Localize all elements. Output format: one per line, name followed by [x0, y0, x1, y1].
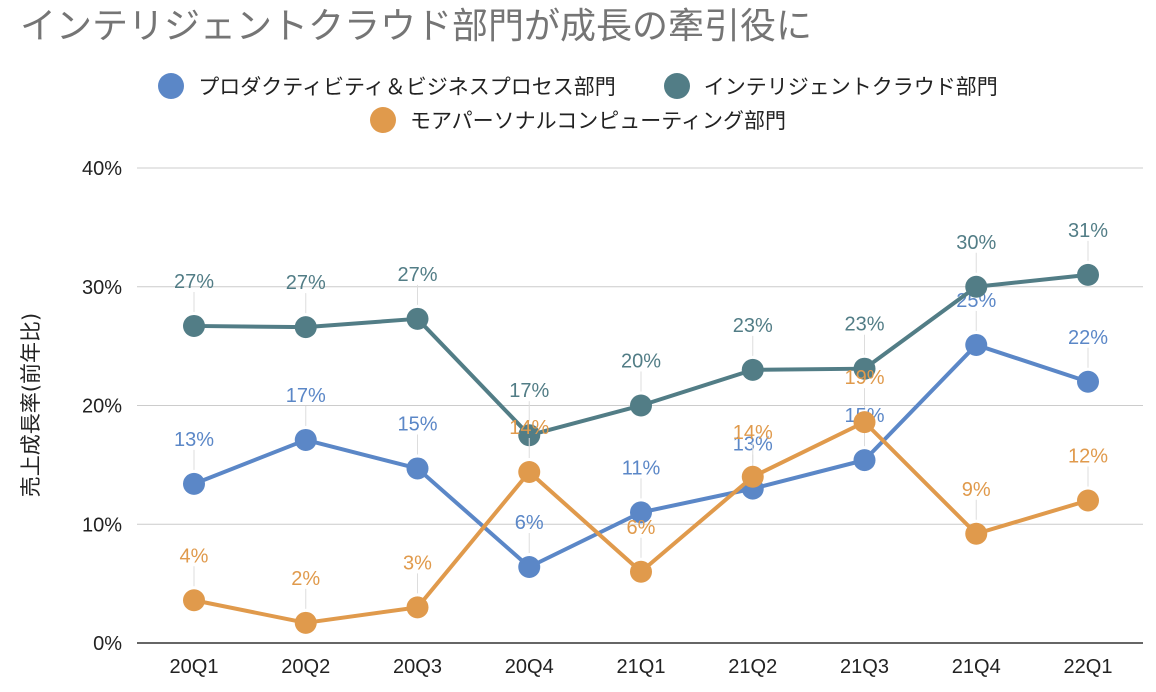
data-point-intelligent-cloud[interactable] — [183, 314, 205, 337]
legend-row-1: プロダクティビティ＆ビジネスプロセス部門 インテリジェントクラウド部門 — [0, 70, 1156, 102]
y-tick-label: 20% — [82, 396, 122, 418]
data-label-intelligent-cloud: 27% — [174, 271, 214, 293]
data-label-intelligent-cloud: 17% — [509, 380, 549, 402]
data-label-more-personal-computing: 14% — [509, 417, 549, 439]
data-point-productivity[interactable] — [630, 501, 652, 524]
data-label-more-personal-computing: 14% — [733, 422, 773, 444]
data-point-more-personal-computing[interactable] — [183, 589, 205, 612]
data-label-more-personal-computing: 9% — [962, 479, 991, 501]
x-tick-label: 20Q2 — [281, 656, 330, 678]
y-tick-label: 40% — [82, 158, 122, 180]
data-label-more-personal-computing: 3% — [403, 552, 432, 574]
data-label-more-personal-computing: 4% — [180, 545, 209, 567]
data-label-productivity: 17% — [286, 385, 326, 407]
data-point-intelligent-cloud[interactable] — [406, 307, 429, 330]
data-point-intelligent-cloud[interactable] — [853, 357, 876, 380]
data-point-more-personal-computing[interactable] — [965, 522, 988, 545]
data-point-productivity[interactable] — [406, 457, 429, 480]
data-point-more-personal-computing[interactable] — [406, 596, 429, 619]
data-point-intelligent-cloud[interactable] — [630, 394, 652, 417]
legend-item-productivity[interactable]: プロダクティビティ＆ビジネスプロセス部門 — [158, 71, 616, 101]
data-label-productivity: 6% — [515, 512, 544, 534]
y-tick-label: 0% — [93, 633, 122, 655]
y-tick-label: 30% — [82, 277, 122, 299]
legend-item-more-personal-computing[interactable]: モアパーソナルコンピューティング部門 — [370, 105, 786, 135]
x-tick-label: 20Q4 — [505, 656, 554, 678]
data-point-more-personal-computing[interactable] — [518, 461, 541, 483]
data-label-intelligent-cloud: 27% — [397, 264, 437, 286]
legend-label-productivity: プロダクティビティ＆ビジネスプロセス部門 — [198, 75, 616, 99]
data-label-intelligent-cloud: 30% — [956, 232, 996, 254]
data-label-intelligent-cloud: 23% — [733, 315, 773, 337]
legend-item-intelligent-cloud[interactable]: インテリジェントクラウド部門 — [663, 71, 998, 101]
data-point-productivity[interactable] — [183, 472, 205, 495]
data-point-productivity[interactable] — [853, 449, 876, 472]
data-point-intelligent-cloud[interactable] — [518, 424, 541, 447]
legend-label-more-personal-computing: モアパーソナルコンピューティング部門 — [410, 109, 786, 133]
legend-row-2: モアパーソナルコンピューティング部門 — [0, 104, 1156, 136]
x-tick-label: 22Q1 — [1064, 656, 1113, 678]
data-point-more-personal-computing[interactable] — [853, 411, 876, 434]
x-tick-label: 20Q3 — [393, 656, 442, 678]
x-tick-label: 21Q4 — [952, 656, 1001, 678]
data-point-more-personal-computing[interactable] — [630, 560, 652, 583]
data-point-more-personal-computing[interactable] — [741, 465, 764, 488]
x-tick-label: 21Q2 — [728, 656, 777, 678]
data-point-productivity[interactable] — [965, 333, 988, 356]
data-label-more-personal-computing: 12% — [1068, 446, 1108, 468]
x-tick-label: 21Q1 — [617, 656, 666, 678]
data-point-intelligent-cloud[interactable] — [294, 316, 317, 339]
legend-marker-intelligent-cloud — [663, 73, 690, 99]
data-point-more-personal-computing[interactable] — [1077, 489, 1099, 512]
data-point-intelligent-cloud[interactable] — [965, 275, 988, 298]
data-label-intelligent-cloud: 20% — [621, 351, 661, 373]
legend-marker-productivity — [158, 73, 185, 99]
data-label-productivity: 13% — [174, 429, 214, 451]
x-tick-label: 20Q1 — [170, 656, 219, 678]
data-point-productivity[interactable] — [294, 428, 317, 451]
data-point-intelligent-cloud[interactable] — [1077, 263, 1099, 286]
data-label-more-personal-computing: 19% — [844, 367, 884, 389]
chart-title: インテリジェントクラウド部門が成長の牽引役に — [20, 6, 813, 47]
data-label-productivity: 22% — [1068, 327, 1108, 349]
data-point-productivity[interactable] — [1077, 370, 1099, 393]
data-point-productivity[interactable] — [518, 556, 541, 578]
data-label-productivity: 15% — [397, 413, 437, 435]
data-point-more-personal-computing[interactable] — [294, 611, 317, 634]
data-label-intelligent-cloud: 31% — [1068, 220, 1108, 242]
data-point-intelligent-cloud[interactable] — [741, 358, 764, 381]
data-label-intelligent-cloud: 27% — [286, 272, 326, 294]
legend-marker-more-personal-computing — [370, 107, 397, 133]
data-label-more-personal-computing: 6% — [627, 517, 656, 539]
data-label-more-personal-computing: 2% — [291, 568, 320, 590]
data-label-productivity: 11% — [622, 457, 661, 479]
data-label-intelligent-cloud: 23% — [844, 314, 884, 336]
y-tick-label: 10% — [82, 514, 122, 536]
legend-label-intelligent-cloud: インテリジェントクラウド部門 — [703, 75, 998, 99]
x-tick-label: 21Q3 — [840, 656, 889, 678]
